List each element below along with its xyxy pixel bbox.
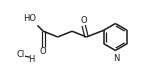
Text: N: N [113, 54, 120, 63]
Text: O: O [80, 16, 87, 25]
Text: H: H [28, 55, 35, 64]
Text: O: O [40, 47, 46, 56]
Text: HO: HO [23, 14, 36, 23]
Text: Cl: Cl [16, 50, 24, 59]
